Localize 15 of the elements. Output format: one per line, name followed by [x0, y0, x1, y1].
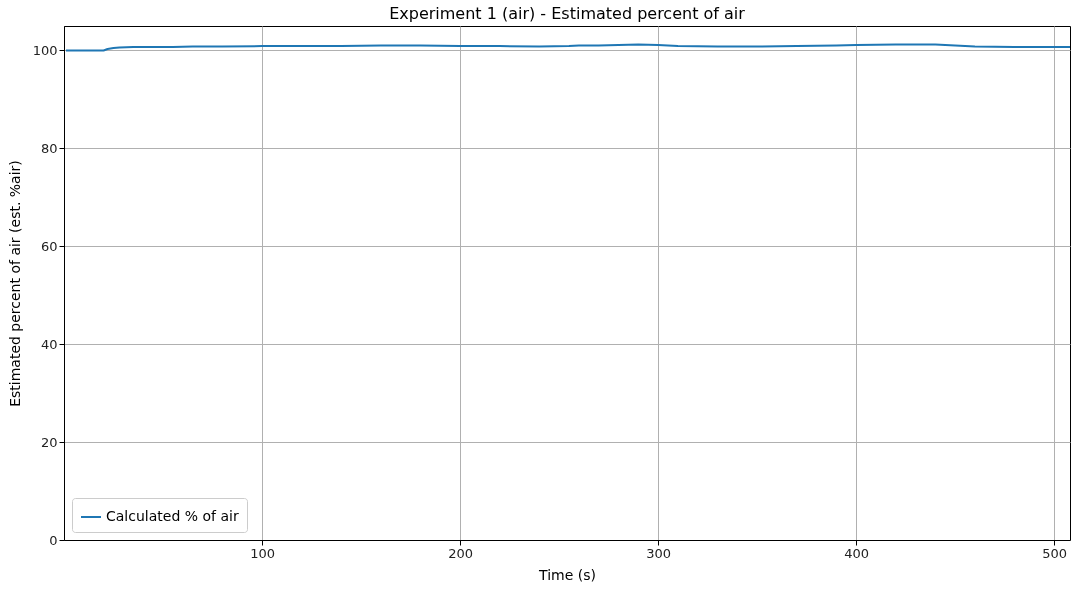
y-axis-title: Estimated percent of air (est. %air) — [6, 160, 23, 407]
y-tick-label: 20 — [40, 434, 58, 450]
chart-title: Experiment 1 (air) - Estimated percent of air — [389, 4, 746, 23]
y-tick-label: 60 — [40, 238, 58, 254]
x-tick-label: 300 — [646, 545, 672, 561]
x-tick-label: 100 — [250, 545, 275, 561]
legend-label: Calculated % of air — [106, 508, 239, 524]
y-tick-label: 100 — [32, 42, 58, 58]
y-tick-label: 40 — [40, 336, 58, 352]
x-tick-label: 200 — [448, 545, 473, 561]
x-tick-label: 400 — [844, 545, 870, 561]
x-tick-label: 500 — [1042, 545, 1068, 561]
y-tick-label: 80 — [40, 140, 58, 156]
x-axis-title: Time (s) — [538, 566, 596, 583]
y-tick-label: 0 — [49, 532, 58, 548]
